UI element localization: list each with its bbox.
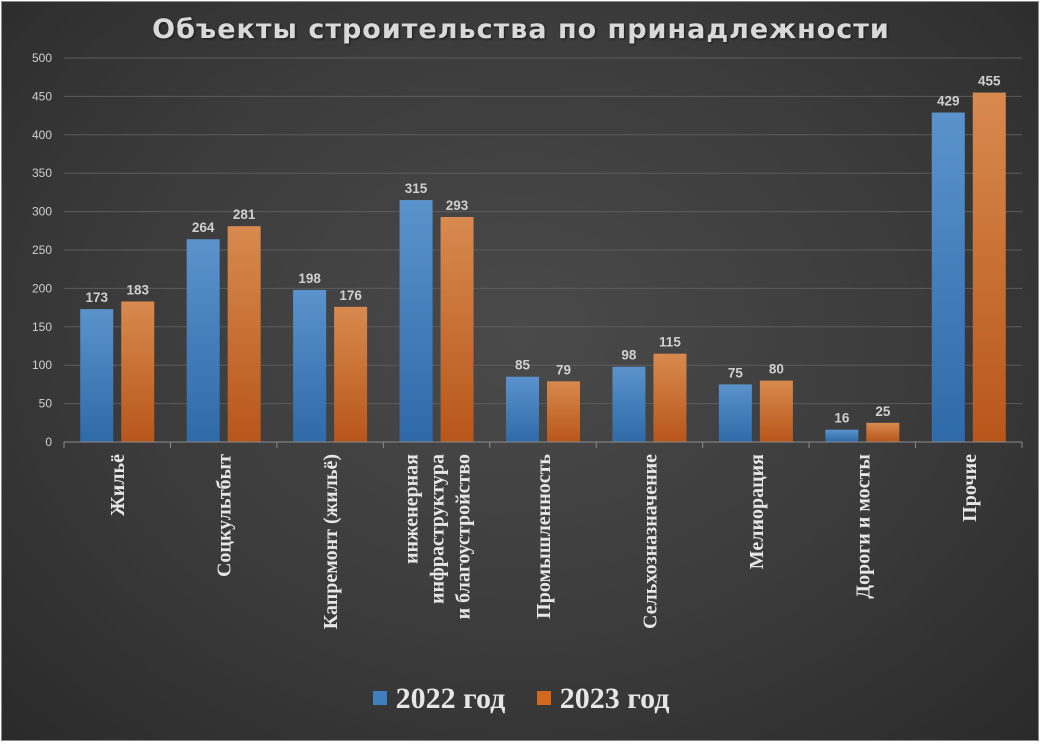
legend: 2022 год 2023 год	[0, 680, 1042, 716]
bar-2023	[547, 381, 580, 442]
y-tick-label: 0	[45, 435, 52, 449]
y-tick-label: 50	[39, 397, 53, 411]
bar-2022	[506, 376, 539, 442]
y-tick-label: 450	[32, 89, 52, 103]
data-label: 183	[126, 282, 149, 297]
bar-2023	[227, 226, 261, 442]
x-category-label: Соцкультбыт	[214, 454, 236, 577]
bar-2023	[653, 353, 687, 442]
x-category-label: Капремонт (жильё)	[320, 454, 342, 629]
legend-label-2023: 2023 год	[559, 682, 670, 716]
x-category-label: Мелиорация	[746, 454, 768, 569]
bar-2022	[718, 384, 752, 442]
data-label: 455	[978, 74, 1001, 89]
y-tick-label: 500	[32, 51, 52, 65]
x-category-label: Дороги и мосты	[852, 454, 874, 599]
data-label: 264	[192, 220, 215, 235]
data-label: 75	[728, 365, 744, 380]
bar-2022	[80, 309, 114, 442]
bar-2022	[186, 239, 220, 442]
gridlines	[64, 57, 1022, 405]
chart-title: Объекты строительства по принадлежности	[152, 14, 890, 45]
data-label: 293	[446, 198, 469, 213]
data-label: 115	[659, 335, 681, 350]
x-category-label: инфраструктура	[427, 454, 449, 604]
bar-2023	[121, 301, 155, 442]
bar-2022	[399, 200, 433, 442]
legend-item-2022: 2022 год	[372, 682, 506, 716]
x-category-label: инженерная	[401, 454, 423, 564]
data-labels: 173 183 264 281 198 176 315 293 85 79 98 115 75 80 16 2…	[85, 74, 1001, 426]
bar-2023	[759, 380, 793, 442]
data-label: 198	[298, 271, 321, 286]
data-label: 173	[85, 290, 108, 305]
bar-2023	[866, 422, 900, 442]
data-label: 25	[875, 404, 891, 419]
x-category-label: Сельхозназначение	[639, 454, 661, 629]
bars	[80, 92, 1006, 442]
x-category-label: Жильё	[107, 454, 129, 516]
bar-2023	[972, 92, 1006, 442]
legend-swatch-2023	[536, 691, 551, 706]
data-label: 176	[339, 288, 362, 303]
y-tick-label: 150	[32, 320, 52, 334]
legend-label-2022: 2022 год	[395, 682, 506, 716]
y-axis: 0 50 100 150 200 250 300 350 400 450 500	[32, 51, 52, 449]
y-tick-label: 250	[32, 243, 52, 257]
legend-swatch-2022	[372, 691, 387, 706]
x-category-label: и благоустройство	[453, 454, 475, 619]
bar-2022	[931, 112, 965, 442]
x-axis: Жильё Соцкультбыт Капремонт (жильё) инженер…	[63, 441, 1023, 629]
legend-item-2023: 2023 год	[536, 682, 670, 716]
data-label: 85	[515, 358, 531, 373]
bar-2023	[440, 216, 474, 442]
data-label: 80	[769, 362, 784, 377]
y-tick-label: 300	[32, 205, 52, 219]
data-label: 429	[937, 94, 960, 109]
x-category-label: Прочие	[959, 454, 981, 522]
bar-2023	[334, 306, 368, 442]
bar-2022	[612, 366, 646, 442]
y-tick-label: 350	[32, 166, 52, 180]
x-category-label: Промышленность	[533, 454, 555, 619]
data-label: 98	[621, 348, 637, 363]
y-tick-label: 100	[32, 358, 52, 372]
y-tick-label: 400	[32, 128, 52, 142]
bar-2022	[825, 429, 859, 442]
data-label: 281	[233, 207, 256, 222]
data-label: 16	[834, 411, 850, 426]
data-label: 79	[556, 362, 571, 377]
y-tick-label: 200	[32, 281, 52, 295]
data-label: 315	[405, 181, 428, 196]
bar-2022	[293, 289, 327, 442]
